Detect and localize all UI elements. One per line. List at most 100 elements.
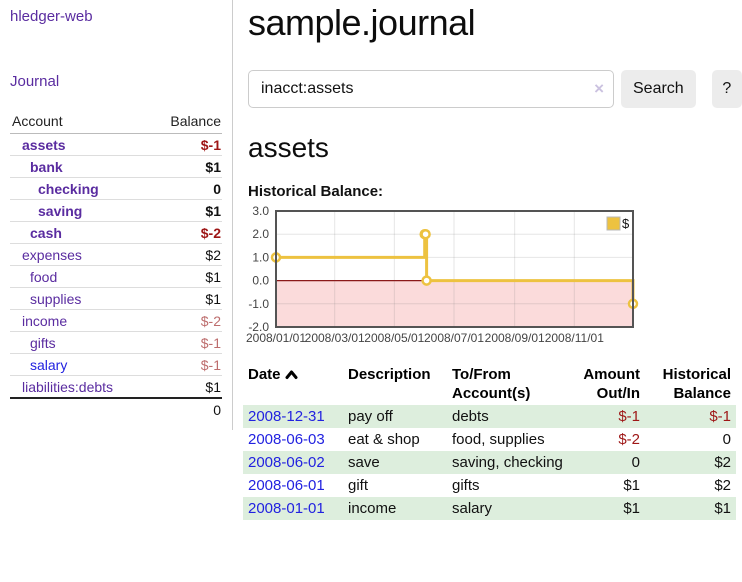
- account-balance: $1: [149, 288, 222, 310]
- account-row: salary $-1: [10, 354, 222, 376]
- account-balance: $-2: [149, 310, 222, 332]
- accounts-body: assets$-1bank$1checking0saving$1cash$-2e…: [10, 134, 222, 399]
- sidebar-account-link[interactable]: salary: [30, 357, 67, 373]
- sidebar-item-journal[interactable]: Journal: [10, 73, 232, 90]
- txn-accounts: food, supplies: [447, 428, 572, 451]
- sidebar-account-link[interactable]: gifts: [30, 335, 56, 351]
- clear-search-icon[interactable]: ×: [594, 79, 604, 99]
- search-button[interactable]: Search: [621, 70, 696, 108]
- accounts-table: Account Balance assets $-1 bank $1 checking 0…: [10, 110, 222, 420]
- account-balance: $-2: [149, 222, 222, 244]
- txn-balance: $2: [645, 474, 736, 497]
- sidebar-account-link[interactable]: expenses: [22, 247, 82, 263]
- transaction-row: 2008-06-02 savesaving, checking0$2: [243, 451, 736, 474]
- txn-balance: $1: [645, 497, 736, 520]
- y-tick-label: 3.0: [252, 204, 269, 218]
- y-tick-label: -1.0: [248, 297, 269, 311]
- sidebar: hledger-web Journal Account Balance asse…: [0, 0, 233, 430]
- sidebar-account-link[interactable]: bank: [30, 159, 63, 175]
- accounts-total-row: 0: [10, 398, 222, 420]
- legend-label: $: [622, 216, 630, 231]
- search-input[interactable]: [248, 70, 614, 108]
- x-tick-label: 2008/05/01: [364, 331, 424, 345]
- x-tick-label: 2008/11/01: [545, 331, 604, 345]
- sidebar-account-link[interactable]: assets: [22, 137, 66, 153]
- transaction-row: 2008-12-31pay offdebts$-1$-1: [243, 405, 736, 428]
- txn-accounts: saving, checking: [447, 451, 572, 474]
- account-row: supplies $1: [10, 288, 222, 310]
- transaction-row: 2008-06-03 eat & shopfood, supplies$-20: [243, 428, 736, 451]
- txn-description: eat & shop: [343, 428, 447, 451]
- transaction-date-link[interactable]: 2008-06-01: [248, 477, 325, 494]
- transactions-table: Date Description To/From Account(s) Amou…: [243, 363, 736, 520]
- accounts-header-account: Account: [10, 110, 149, 134]
- txn-amount: 0: [572, 451, 645, 474]
- account-row: assets $-1: [10, 134, 222, 156]
- txn-header-accounts: To/From Account(s): [447, 363, 572, 405]
- sidebar-account-link[interactable]: saving: [38, 203, 82, 219]
- account-balance: 0: [149, 178, 222, 200]
- account-balance: $-1: [149, 332, 222, 354]
- txn-balance: 0: [645, 428, 736, 451]
- txn-description: pay off: [343, 405, 447, 428]
- search-form: × Search ?: [248, 70, 742, 108]
- txn-amount: $-1: [572, 405, 645, 428]
- help-button[interactable]: ?: [712, 70, 742, 108]
- y-tick-label: 1.0: [252, 250, 269, 264]
- accounts-total-value: 0: [149, 398, 222, 420]
- txn-accounts: debts: [447, 405, 572, 428]
- accounts-header-balance: Balance: [149, 110, 222, 134]
- transaction-date-link[interactable]: 2008-01-01: [248, 500, 325, 517]
- sidebar-account-link[interactable]: liabilities:debts: [22, 379, 113, 395]
- account-row: income $-2: [10, 310, 222, 332]
- txn-header-date[interactable]: Date: [243, 363, 343, 405]
- account-heading: assets: [248, 132, 742, 164]
- balance-chart: $3.02.01.00.0-1.0-2.02008/01/012008/03/0…: [240, 204, 742, 349]
- sidebar-account-link[interactable]: income: [22, 313, 67, 329]
- transaction-date-link[interactable]: 2008-06-03: [248, 431, 325, 448]
- transaction-row: 2008-06-01giftgifts$1$2: [243, 474, 736, 497]
- account-balance: $1: [149, 266, 222, 288]
- txn-balance: $-1: [645, 405, 736, 428]
- data-point-marker: [422, 230, 430, 238]
- account-balance: $-1: [149, 354, 222, 376]
- transaction-date-link[interactable]: 2008-06-02: [248, 454, 325, 471]
- txn-header-description: Description: [343, 363, 447, 405]
- sidebar-account-link[interactable]: cash: [30, 225, 62, 241]
- account-balance: $1: [149, 156, 222, 178]
- transaction-row: 2008-01-01incomesalary$1$1: [243, 497, 736, 520]
- main-content: sample.journal × Search ? assets Histori…: [248, 0, 742, 520]
- y-tick-label: 0.0: [252, 274, 269, 288]
- txn-amount: $-2: [572, 428, 645, 451]
- legend-swatch: [607, 217, 620, 230]
- txn-header-balance: Historical Balance: [645, 363, 736, 405]
- account-row: gifts $-1: [10, 332, 222, 354]
- x-tick-label: 2008/07/01: [424, 331, 484, 345]
- txn-description: gift: [343, 474, 447, 497]
- sidebar-account-link[interactable]: food: [30, 269, 57, 285]
- txn-amount: $1: [572, 497, 645, 520]
- transactions-body: 2008-12-31pay offdebts$-1$-12008-06-03ea…: [243, 405, 736, 520]
- x-tick-label: 2008/03/01: [305, 331, 365, 345]
- account-balance: $1: [149, 200, 222, 222]
- account-row: saving $1: [10, 200, 222, 222]
- account-balance: $1: [149, 376, 222, 399]
- transaction-date-link[interactable]: 2008-12-31: [248, 408, 325, 425]
- txn-balance: $2: [645, 451, 736, 474]
- sidebar-account-link[interactable]: checking: [38, 181, 99, 197]
- account-row: food $1: [10, 266, 222, 288]
- txn-description: save: [343, 451, 447, 474]
- x-tick-label: 2008/01/01: [246, 331, 306, 345]
- txn-header-amount: Amount Out/In: [572, 363, 645, 405]
- app-brand-link[interactable]: hledger-web: [10, 8, 93, 25]
- account-row: bank $1: [10, 156, 222, 178]
- account-balance: $2: [149, 244, 222, 266]
- txn-description: income: [343, 497, 447, 520]
- account-balance: $-1: [149, 134, 222, 156]
- sidebar-account-link[interactable]: supplies: [30, 291, 81, 307]
- txn-amount: $1: [572, 474, 645, 497]
- account-row: liabilities:debts $1: [10, 376, 222, 399]
- x-tick-label: 2008/09/01: [485, 331, 545, 345]
- account-row: expenses $2: [10, 244, 222, 266]
- data-point-marker: [423, 277, 431, 285]
